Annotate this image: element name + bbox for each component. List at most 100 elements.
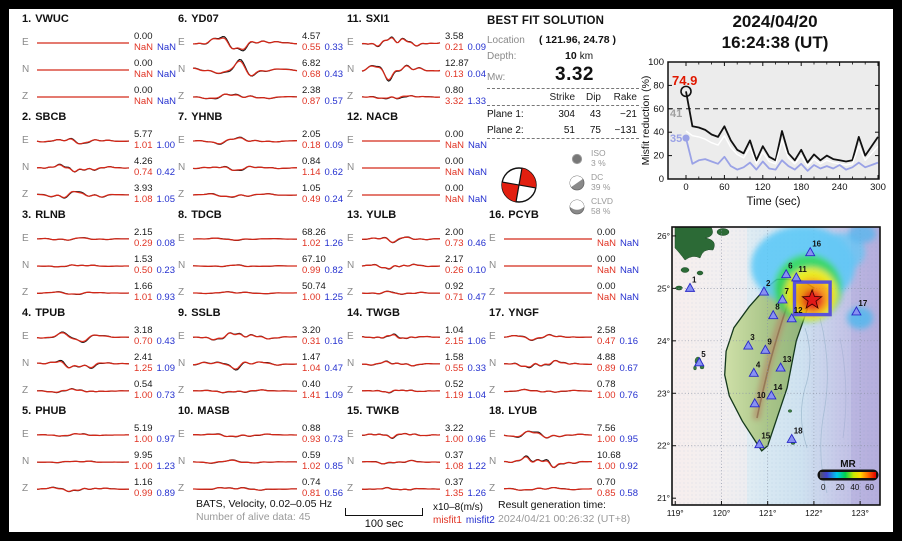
waveform-trace [361, 290, 440, 295]
station-triangle [748, 367, 760, 377]
component-label: Z [489, 385, 496, 396]
misfit2-legend: misfit2 [465, 515, 495, 526]
report-canvas: 1. VWUC E 0.00 NaN NaN N 0.00 NaN NaN Z [9, 9, 893, 532]
component-label: E [22, 135, 29, 146]
misfit2-value: 0.42 [156, 166, 176, 178]
misfit1-value: 1.41 [302, 389, 321, 401]
station-code: RLNB [35, 209, 66, 221]
component-values: 3.20 0.31 0.16 [302, 325, 344, 347]
misfit2-value: 1.05 [156, 193, 176, 205]
component-label: E [489, 331, 496, 342]
misfit2-value: 0.73 [324, 433, 344, 445]
misfit2-value: 1.09 [324, 389, 344, 401]
component-values: 1.16 0.99 0.89 [134, 477, 175, 499]
misfit1-value: NaN [597, 237, 617, 249]
amplitude-value: 0.70 [597, 477, 616, 488]
colorbar-title: MR [840, 459, 856, 470]
station-number: 6. [178, 13, 188, 25]
misfit1-value: 1.19 [445, 389, 464, 401]
amplitude-value: 0.00 [134, 58, 153, 69]
station-header: 17. YNGF [489, 307, 639, 323]
component-label: N [22, 358, 30, 369]
waveform-trace [192, 331, 298, 341]
amplitude-value: 1.53 [134, 254, 153, 265]
component-values: 3.93 1.08 1.05 [134, 183, 176, 205]
misfit2-value: 0.16 [324, 335, 344, 347]
mainland-coast [674, 227, 730, 291]
station-block: 11. SXI1 E 3.58 0.21 0.09 N 12.87 0.13 0.04… [347, 13, 487, 111]
misfit2-value: NaN [620, 291, 640, 303]
station-header: 6. YD07 [178, 13, 343, 29]
component-label: Z [22, 483, 29, 494]
station-block: 1. VWUC E 0.00 NaN NaN N 0.00 NaN NaN Z [22, 13, 176, 111]
component-label: E [347, 429, 354, 440]
station-code: PCYB [508, 209, 539, 221]
clvd-pct: 58 % [591, 205, 611, 216]
station-triangle [780, 268, 792, 279]
misfit1-value: NaN [597, 291, 617, 303]
amplitude-value: 0.00 [445, 183, 464, 194]
component-row: E 5.77 1.01 1.00 [22, 127, 176, 154]
misfit1-value: 0.18 [302, 139, 321, 151]
component-values: 1.58 0.55 0.33 [445, 352, 486, 374]
component-row: N 1.47 1.04 0.47 [178, 350, 343, 377]
station-map-number: 6 [788, 262, 793, 271]
misfit2-value: NaN [620, 237, 640, 249]
misfit2-value: NaN [468, 193, 488, 205]
component-values: 12.87 0.13 0.04 [445, 58, 486, 80]
misfit2-value: 0.92 [619, 460, 639, 472]
station-map-number: 14 [773, 383, 782, 392]
component-row: E 4.57 0.55 0.33 [178, 29, 343, 56]
station-number: 14. [347, 307, 363, 319]
amplitude-value: 6.82 [302, 58, 321, 69]
station-code: SSLB [191, 307, 221, 319]
y-tick-label: 20 [653, 151, 664, 162]
epicenter-star [801, 288, 823, 310]
misfit1-value: 1.08 [445, 460, 464, 472]
station-map-number: 2 [766, 279, 771, 288]
misfit1-value: 0.87 [302, 95, 321, 107]
component-row: Z 0.70 0.85 0.58 [489, 475, 639, 502]
component-label: Z [347, 91, 354, 102]
misfit2-value: 0.43 [324, 68, 344, 80]
station-map-number: 4 [756, 360, 761, 369]
component-values: 0.88 0.93 0.73 [302, 423, 344, 445]
component-values: 9.95 1.00 1.23 [134, 450, 175, 472]
waveform-trace [36, 486, 129, 492]
station-number: 17. [489, 307, 505, 319]
misfit1-value: 1.08 [134, 193, 153, 205]
lon-tick-label: 120° [713, 508, 731, 518]
misfit1-value: 0.71 [445, 291, 464, 303]
component-row: Z 0.00 NaN NaN [347, 181, 487, 208]
station-header: 2. SBCB [22, 111, 176, 127]
component-label: E [22, 331, 29, 342]
station-triangle [786, 312, 797, 323]
component-label: Z [178, 287, 185, 298]
waveform-trace [36, 163, 130, 173]
misfit2-value: 0.76 [619, 389, 639, 401]
station-header: 8. TDCB [178, 209, 343, 225]
component-values: 2.17 0.26 0.10 [445, 254, 486, 276]
misfit1-value: 1.04 [302, 362, 321, 374]
waveform-trace [36, 459, 130, 463]
misfit2-value: 0.24 [324, 193, 344, 205]
clvd-item: CLVD 58 % [569, 196, 613, 216]
component-label: E [178, 233, 185, 244]
time-scalebar: 100 sec [345, 508, 424, 530]
station-number: 9. [178, 307, 188, 319]
waveform-trace [192, 458, 298, 464]
event-date: 2024/04/20 [732, 12, 818, 31]
lat-tick-label: 21° [657, 493, 670, 503]
waveform-trace [361, 263, 441, 270]
misfit1-value: 0.74 [134, 166, 153, 178]
component-row: N 4.88 0.89 0.67 [489, 350, 639, 377]
best-fit-panel: BEST FIT SOLUTION Location ( 121.96, 24.… [487, 15, 649, 216]
component-row: Z 1.66 1.01 0.93 [22, 279, 176, 306]
component-row: Z 3.93 1.08 1.05 [22, 181, 176, 208]
misfit1-value: 1.00 [134, 460, 153, 472]
amplitude-value: 0.74 [302, 477, 321, 488]
component-label: Z [22, 287, 29, 298]
station-triangle [684, 282, 696, 292]
